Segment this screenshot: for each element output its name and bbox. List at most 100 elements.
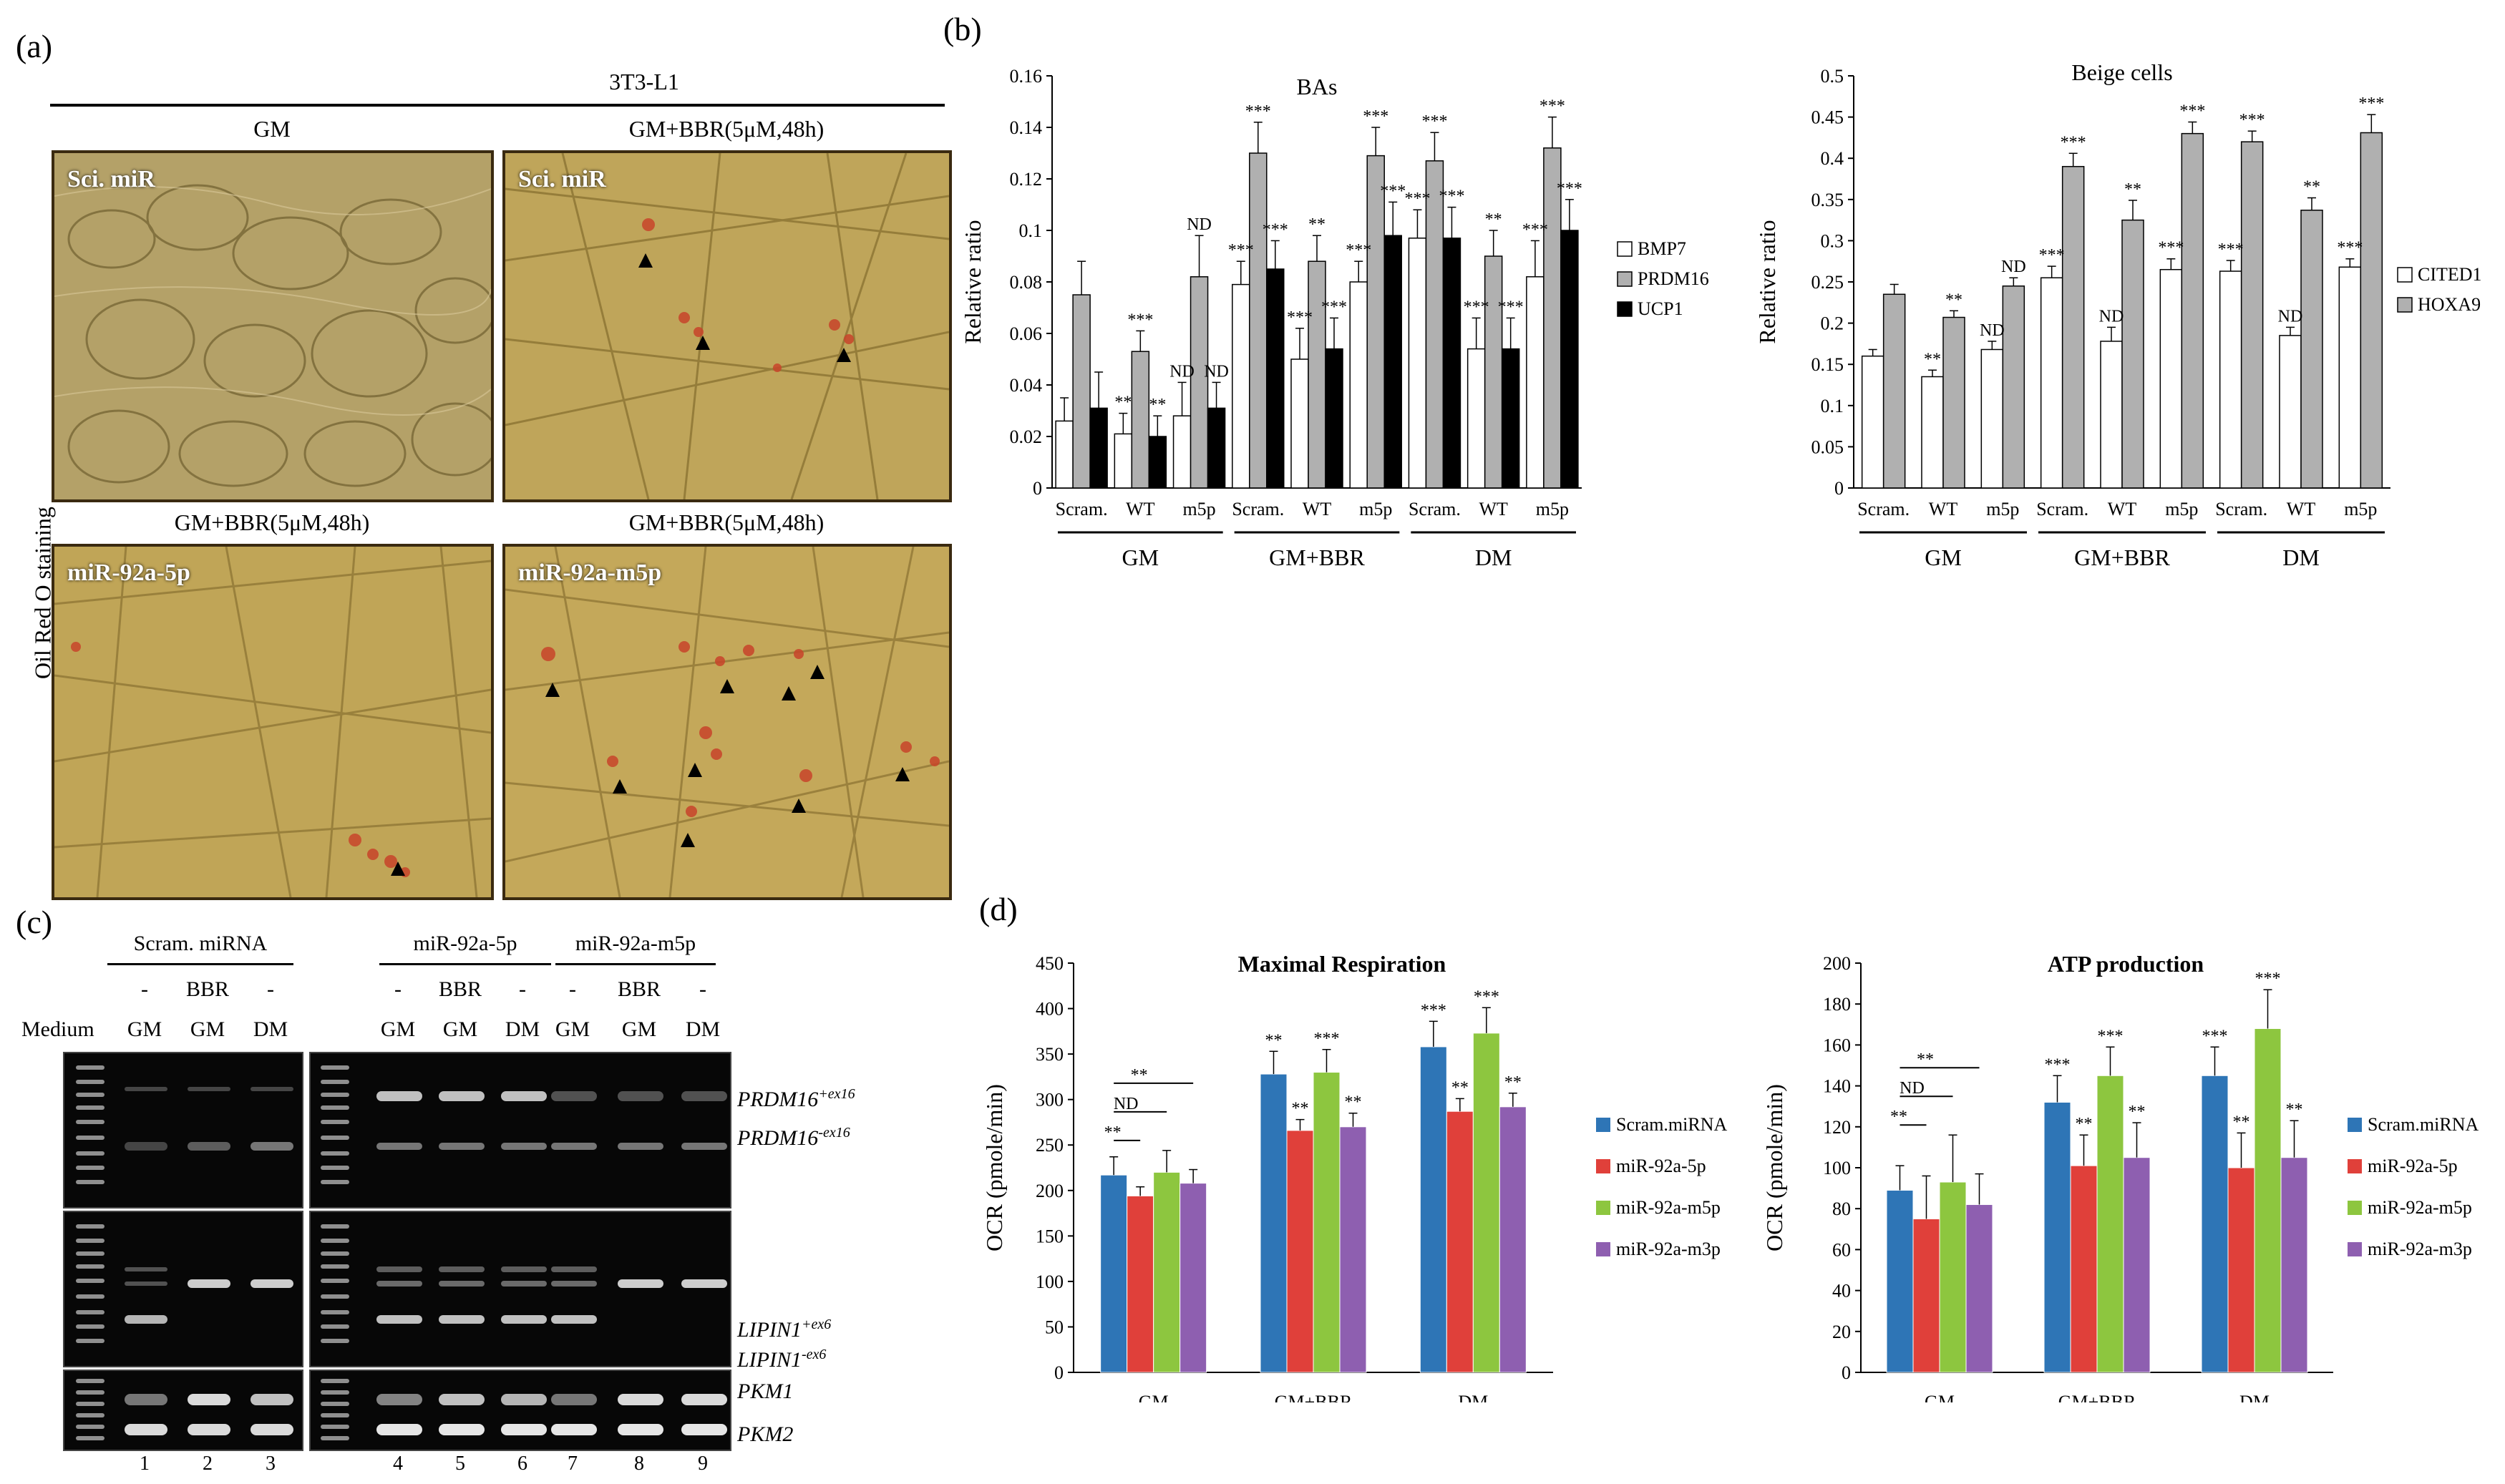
- y-tick-label: 0.08: [1010, 272, 1043, 293]
- gel-band: [188, 1394, 230, 1405]
- panel-d-letter: (d): [979, 891, 1018, 927]
- gel-band: [439, 1315, 485, 1324]
- gel-band: [321, 1390, 349, 1395]
- significance-label: ***: [2218, 240, 2244, 259]
- legend-swatch: [1617, 301, 1633, 317]
- x-tick-label: m5p: [2165, 499, 2198, 519]
- x-tick-label: DM: [2239, 1392, 2270, 1402]
- micrograph-2-texture: [505, 153, 949, 499]
- significance-label: ***: [1287, 308, 1313, 327]
- y-tick-label: 0.02: [1010, 426, 1043, 447]
- significance-label: ***: [1314, 1030, 1340, 1048]
- y-tick-label: 0.1: [1821, 396, 1844, 416]
- significance-label: **: [1308, 215, 1326, 234]
- legend-swatch: [1596, 1118, 1610, 1132]
- y-tick-label: 0.15: [1811, 354, 1844, 375]
- significance-label: ***: [2061, 133, 2086, 152]
- gel-band: [188, 1279, 230, 1288]
- comparison-label: ND: [1114, 1095, 1139, 1113]
- lane-number: 2: [203, 1453, 213, 1475]
- significance-label: ***: [1522, 220, 1548, 239]
- bar-prdm16: [1366, 155, 1385, 489]
- significance-label: ***: [1540, 97, 1565, 116]
- gel-band: [681, 1143, 727, 1150]
- image-title-2: GM+BBR(5μM,48h): [628, 116, 825, 142]
- medium-label: Medium: [21, 1017, 94, 1041]
- gel-pkm-left: [63, 1370, 303, 1451]
- y-tick-label: 140: [1823, 1076, 1851, 1097]
- group-label: GM: [1122, 545, 1159, 570]
- bar-scram-mirna: [2201, 1075, 2229, 1373]
- gel-band: [250, 1394, 293, 1405]
- legend-swatch: [1617, 271, 1633, 287]
- significance-label: ***: [2239, 111, 2265, 130]
- significance-label: ***: [1263, 220, 1288, 239]
- significance-label: ***: [1421, 1001, 1446, 1020]
- group-label: GM+BBR: [2074, 545, 2170, 570]
- micrograph-3: miR-92a-5p: [52, 544, 494, 900]
- chart-beige: Beige cells Relative ratio 0 0.05 0.1 0.15 0.2…: [1754, 59, 2482, 570]
- y-tick-label: 80: [1832, 1199, 1851, 1219]
- gel-band: [376, 1424, 422, 1435]
- x-tick-label: m5p: [2344, 499, 2377, 519]
- legend-label: miR-92a-m5p: [2368, 1197, 2472, 1218]
- group-label: miR-92a-m5p: [575, 932, 696, 955]
- gel-band: [321, 1093, 349, 1097]
- legend-label: miR-92a-m3p: [2368, 1239, 2472, 1259]
- lane-numbers: 1 2 3 4 5 6 7 8 9: [0, 1453, 787, 1481]
- gel-band: [321, 1264, 349, 1269]
- gel-band: [321, 1279, 349, 1283]
- gel-band: [76, 1093, 104, 1097]
- bar-mir-92a-m3p: [1179, 1183, 1207, 1373]
- bar-cited1: [1980, 348, 2004, 489]
- y-tick-label: 0: [1834, 478, 1844, 499]
- treatment-label: BBR: [438, 977, 482, 1001]
- y-tick-label: 0.04: [1010, 375, 1043, 396]
- gel-band: [321, 1120, 349, 1124]
- y-tick-label: 0.14: [1010, 117, 1043, 138]
- bar-ucp1: [1207, 407, 1226, 489]
- significance-label: ***: [1557, 180, 1582, 198]
- gel-band: [76, 1436, 104, 1440]
- bar-mir-92a-5p: [1446, 1110, 1474, 1373]
- gel-band: [321, 1065, 349, 1070]
- gel-band: [376, 1315, 422, 1324]
- gel-band: [76, 1120, 104, 1124]
- y-tick-label: 0.45: [1811, 107, 1844, 128]
- bar-scram-mirna: [2043, 1101, 2071, 1373]
- gel-band: [188, 1087, 230, 1091]
- bar-bmp7: [1526, 276, 1545, 489]
- gel-band: [501, 1394, 547, 1405]
- x-tick-label: WT: [1126, 499, 1155, 519]
- bar-scram-mirna: [1886, 1189, 1914, 1373]
- gel-band: [321, 1402, 349, 1406]
- gel-band: [250, 1087, 293, 1091]
- lane-number: 3: [266, 1453, 276, 1475]
- x-tick-label: Scram.: [1857, 499, 1910, 519]
- gel-band: [250, 1424, 293, 1435]
- significance-label: **: [1924, 350, 1941, 368]
- significance-label: ND: [1169, 362, 1195, 381]
- gel-band: [439, 1424, 485, 1435]
- gel-band: [321, 1151, 349, 1156]
- significance-label: ND: [1187, 215, 1212, 234]
- micrograph-3-label: miR-92a-5p: [67, 560, 190, 586]
- significance-label: **: [1945, 291, 1962, 309]
- bar-mir-92a-5p: [1127, 1195, 1154, 1373]
- bar-ucp1: [1442, 238, 1461, 489]
- x-tick-label: Scram.: [1056, 499, 1108, 519]
- gel-band: [551, 1266, 597, 1272]
- band-label-pkm2: PKM2: [737, 1422, 794, 1446]
- gel-band: [551, 1281, 597, 1287]
- gel-band: [681, 1279, 727, 1288]
- y-tick-label: 0.06: [1010, 323, 1043, 344]
- significance-label: **: [1485, 210, 1502, 229]
- bar-scram-mirna: [1260, 1073, 1288, 1373]
- band-prdm16-plus-sup: +ex16: [818, 1086, 855, 1102]
- chart-maxresp: Maximal Respiration OCR (pmole/min) 0 50 100…: [981, 951, 1727, 1402]
- gel-band: [76, 1065, 104, 1070]
- significance-label: ND: [1980, 321, 2005, 340]
- gel-band: [618, 1394, 663, 1405]
- legend-label: Scram.miRNA: [1616, 1114, 1727, 1135]
- gel-band: [250, 1279, 293, 1288]
